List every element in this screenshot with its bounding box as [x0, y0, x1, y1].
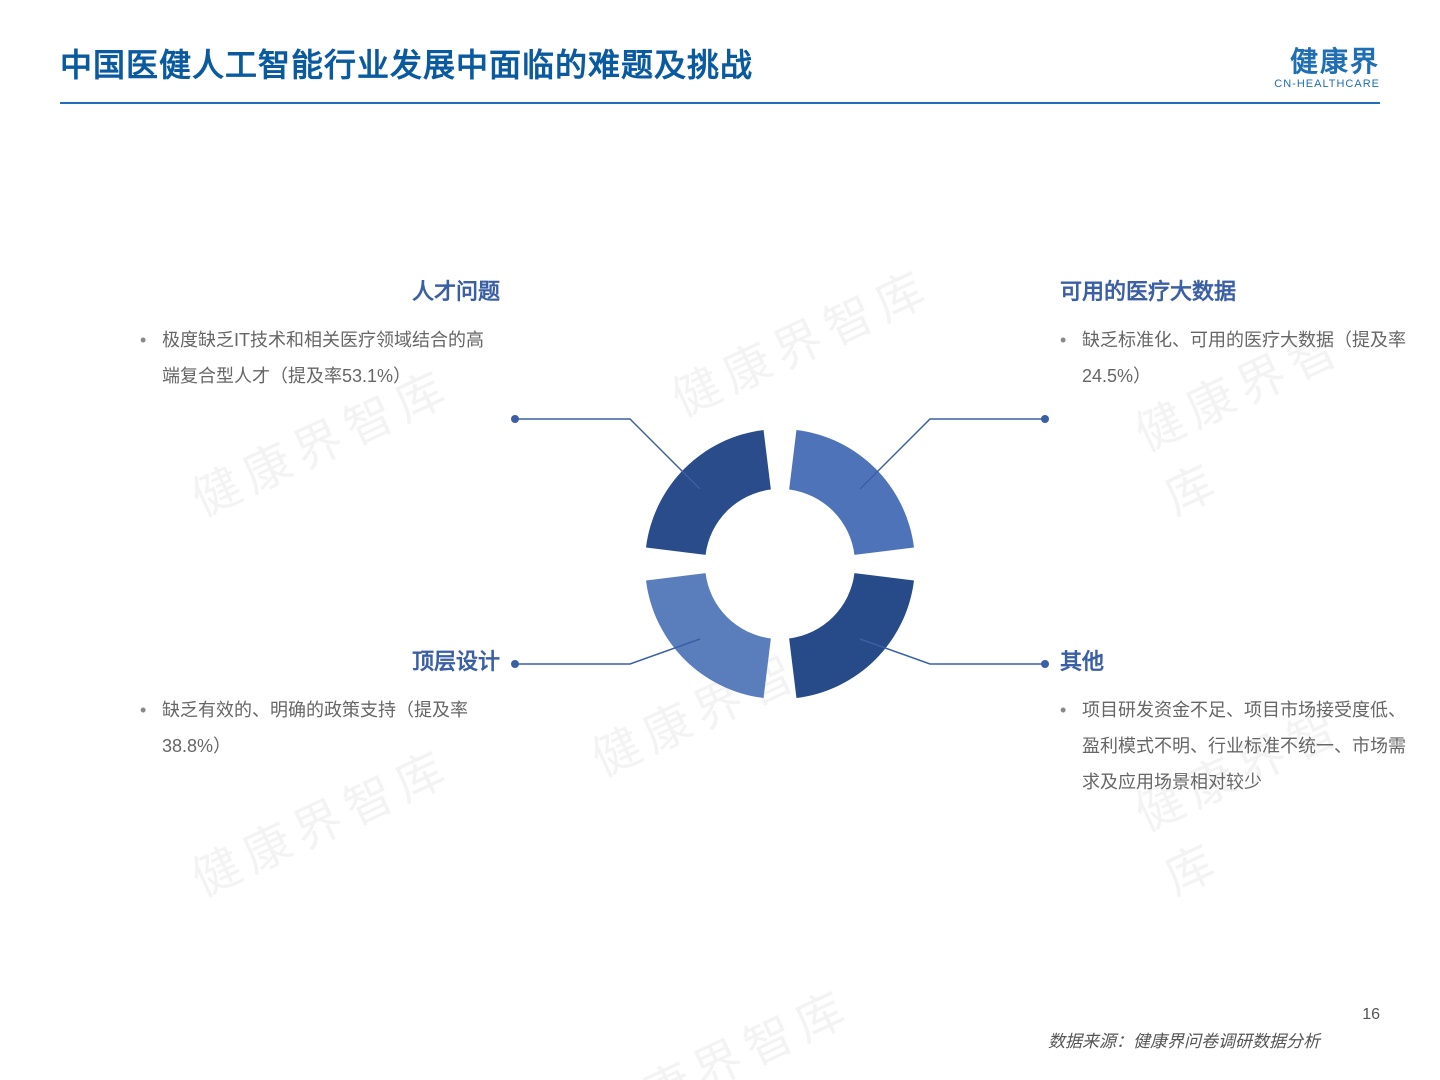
donut-segment-top-right: [789, 430, 914, 555]
logo-cn: 健康界: [1274, 40, 1380, 80]
block-title: 顶层设计: [140, 644, 500, 676]
list-item: 项目研发资金不足、项目市场接受度低、盈利模式不明、行业标准不统一、市场需求及应用…: [1060, 692, 1420, 800]
block-top-left: 人才问题 极度缺乏IT技术和相关医疗领域结合的高端复合型人才（提及率53.1%）: [140, 274, 500, 394]
page-number: 16: [1362, 1006, 1380, 1024]
block-title: 其他: [1060, 644, 1420, 676]
header: 中国医健人工智能行业发展中面临的难题及挑战 健康界 CN-HEALTHCARE: [60, 40, 1380, 104]
list-item: 缺乏有效的、明确的政策支持（提及率38.8%）: [140, 692, 500, 764]
connector-dot: [1041, 660, 1049, 668]
slide-page: 中国医健人工智能行业发展中面临的难题及挑战 健康界 CN-HEALTHCARE …: [0, 0, 1440, 1080]
block-top-right: 可用的医疗大数据 缺乏标准化、可用的医疗大数据（提及率24.5%）: [1060, 274, 1420, 394]
list-item: 极度缺乏IT技术和相关医疗领域结合的高端复合型人才（提及率53.1%）: [140, 322, 500, 394]
page-title: 中国医健人工智能行业发展中面临的难题及挑战: [60, 40, 753, 86]
donut-chart: [620, 404, 940, 724]
donut-segment-bottom-right: [789, 573, 914, 698]
logo-en: CN-HEALTHCARE: [1274, 78, 1380, 90]
connector-dot: [511, 660, 519, 668]
block-list: 项目研发资金不足、项目市场接受度低、盈利模式不明、行业标准不统一、市场需求及应用…: [1060, 692, 1420, 800]
block-title: 人才问题: [140, 274, 500, 306]
block-bottom-left: 顶层设计 缺乏有效的、明确的政策支持（提及率38.8%）: [140, 644, 500, 764]
block-bottom-right: 其他 项目研发资金不足、项目市场接受度低、盈利模式不明、行业标准不统一、市场需求…: [1060, 644, 1420, 800]
donut-segment-bottom-left: [646, 573, 771, 698]
connector-dot: [1041, 415, 1049, 423]
block-list: 缺乏标准化、可用的医疗大数据（提及率24.5%）: [1060, 322, 1420, 394]
block-title: 可用的医疗大数据: [1060, 274, 1420, 306]
donut-segment-top-left: [646, 430, 771, 555]
logo: 健康界 CN-HEALTHCARE: [1274, 40, 1380, 90]
block-list: 极度缺乏IT技术和相关医疗领域结合的高端复合型人才（提及率53.1%）: [140, 322, 500, 394]
block-list: 缺乏有效的、明确的政策支持（提及率38.8%）: [140, 692, 500, 764]
connector-dot: [511, 415, 519, 423]
list-item: 缺乏标准化、可用的医疗大数据（提及率24.5%）: [1060, 322, 1420, 394]
data-source: 数据来源：健康界问卷调研数据分析: [1048, 1027, 1320, 1052]
diagram-area: 健康界智库健康界智库健康界智库健康界智库健康界智库健康界智库健康界智库 人才问题…: [60, 144, 1380, 924]
